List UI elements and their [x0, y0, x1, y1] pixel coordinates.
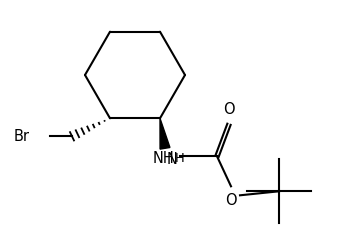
Text: N: N — [167, 152, 178, 167]
Text: O: O — [223, 102, 235, 117]
Text: O: O — [225, 193, 237, 208]
Polygon shape — [160, 118, 170, 149]
Text: Br: Br — [14, 129, 30, 144]
Text: NH: NH — [153, 151, 175, 166]
Text: H: H — [175, 152, 185, 165]
